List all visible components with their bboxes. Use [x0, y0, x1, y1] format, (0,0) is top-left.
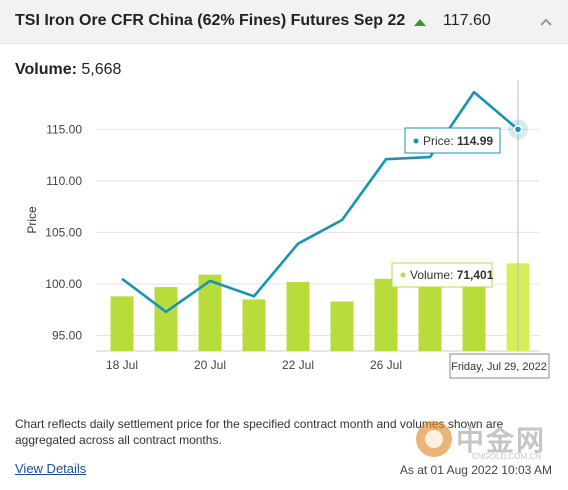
view-details-link[interactable]: View Details: [15, 461, 87, 476]
y-axis-label: Price: [25, 206, 39, 234]
price-volume-chart[interactable]: 115.00 110.00 105.00 100.00 95.00 18 Jul 20 J…: [0, 80, 568, 380]
last-price: 117.60: [443, 12, 491, 29]
tooltip-volume: Volume: 71,401: [391, 262, 494, 288]
chart-note: Chart reflects daily settlement price fo…: [15, 417, 504, 447]
volume-bar: [154, 287, 178, 351]
x-tick-label: 18 Jul: [106, 358, 138, 372]
x-axis-ticks: 18 Jul 20 Jul 22 Jul 26 Jul: [106, 358, 402, 372]
y-tick-label: 95.00: [52, 329, 82, 343]
trend-up-icon: [414, 19, 426, 26]
volume-label: Volume:: [15, 61, 77, 78]
tooltip-price-label: Price:: [423, 134, 454, 148]
tooltip-price: Price: 114.99: [404, 127, 501, 154]
x-tick-label: 26 Jul: [370, 358, 402, 372]
y-tick-label: 100.00: [45, 277, 82, 291]
volume-bar: [242, 299, 266, 351]
tooltip-date-text: Friday, Jul 29, 2022: [451, 361, 547, 373]
y-axis-ticks: 115.00 110.00 105.00 100.00 95.00: [45, 122, 82, 342]
tooltip-date: Friday, Jul 29, 2022: [449, 353, 550, 379]
volume-bar: [418, 284, 442, 351]
watermark-sub: CNGOLD.COM.CN: [472, 452, 541, 461]
volume-bar: [198, 274, 222, 351]
volume-summary: Volume: 5,668: [15, 61, 121, 79]
svg-text:Volume: 71,401: Volume: 71,401: [410, 268, 494, 282]
hover-dot: [513, 125, 523, 134]
volume-bar: [110, 296, 134, 351]
tooltip-volume-label: Volume:: [410, 268, 453, 282]
y-tick-label: 115.00: [46, 122, 82, 136]
volume-bar: [330, 301, 354, 351]
volume-bar: [462, 273, 486, 351]
volume-bars: [110, 263, 530, 351]
as-of-timestamp: As at 01 Aug 2022 10:03 AM: [399, 463, 552, 477]
tooltip-price-value: 114.99: [457, 134, 493, 148]
svg-text:Price: 114.99: Price: 114.99: [423, 134, 493, 148]
price-legend-dot: [413, 138, 419, 144]
x-tick-label: 20 Jul: [194, 358, 226, 372]
contract-title: TSI Iron Ore CFR China (62% Fines) Futur…: [15, 12, 406, 29]
volume-bar: [286, 281, 310, 351]
y-tick-label: 105.00: [45, 225, 82, 239]
volume-value: 5,668: [81, 61, 122, 78]
volume-legend-dot: [400, 272, 406, 278]
x-tick-label: 22 Jul: [282, 358, 314, 372]
tooltip-volume-value: 71,401: [457, 268, 494, 282]
hover-point: [508, 119, 528, 140]
chevron-up-icon[interactable]: [540, 17, 552, 27]
header-bar: TSI Iron Ore CFR China (62% Fines) Futur…: [0, 0, 568, 44]
y-tick-label: 110.00: [46, 174, 82, 188]
price-line: [121, 90, 519, 314]
volume-bar: [374, 278, 398, 351]
